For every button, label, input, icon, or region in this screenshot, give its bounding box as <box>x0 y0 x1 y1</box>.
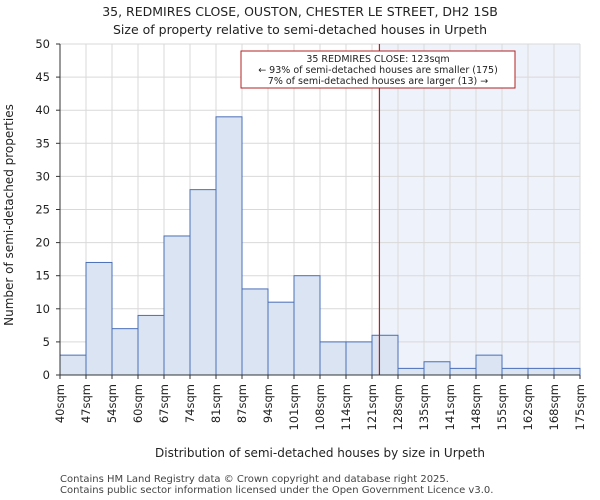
bar <box>345 341 373 376</box>
y-tick-label: 30 <box>35 169 50 183</box>
y-tick-label: 0 <box>43 368 50 382</box>
x-tick-label: 175sqm <box>573 384 587 430</box>
y-tick-label: 50 <box>35 37 50 51</box>
x-tick-label: 114sqm <box>339 384 353 430</box>
y-tick-label: 15 <box>35 269 50 283</box>
x-axis-label: Distribution of semi-detached houses by … <box>155 446 485 460</box>
bar <box>85 261 113 376</box>
x-tick-label: 168sqm <box>547 384 561 430</box>
y-axis-label: Number of semi-detached properties <box>2 104 16 326</box>
y-tick-label: 40 <box>35 103 50 117</box>
x-tick-label: 47sqm <box>79 384 93 423</box>
bar <box>527 367 555 376</box>
x-tick-label: 148sqm <box>469 384 483 430</box>
annotation-line-3: 7% of semi-detached houses are larger (1… <box>268 76 488 87</box>
annotation-border <box>240 50 516 89</box>
x-tick-label: 135sqm <box>417 384 431 430</box>
chart-title: 35, REDMIRES CLOSE, OUSTON, CHESTER LE S… <box>102 4 498 19</box>
bar <box>293 275 321 376</box>
y-tick-label: 35 <box>35 136 50 150</box>
x-tick-label: 60sqm <box>131 384 145 423</box>
y-tick-label: 10 <box>35 302 50 316</box>
footer-licence: Contains public sector information licen… <box>60 485 494 496</box>
y-tick-label: 45 <box>35 70 50 84</box>
x-tick-label: 67sqm <box>157 384 171 423</box>
bar <box>319 341 347 376</box>
x-tick-label: 162sqm <box>521 384 535 430</box>
bar <box>371 334 399 376</box>
bar <box>59 354 87 376</box>
footer-copyright: Contains HM Land Registry data © Crown c… <box>60 474 449 485</box>
x-tick-label: 155sqm <box>495 384 509 430</box>
bar <box>397 367 425 376</box>
x-tick-label: 108sqm <box>313 384 327 430</box>
x-tick-label: 121sqm <box>365 384 379 430</box>
bar <box>189 189 217 376</box>
bar <box>163 235 191 376</box>
bar <box>449 367 477 376</box>
y-tick-label: 25 <box>35 203 50 217</box>
x-tick-label: 54sqm <box>105 384 119 423</box>
x-tick-label: 94sqm <box>261 384 275 423</box>
annotation-line-1: 35 REDMIRES CLOSE: 123sqm <box>306 54 449 65</box>
plot-area: 0 5 10 15 20 25 30 35 40 45 50 40sqm 47sqm 54sqm 60sqm… <box>35 37 587 430</box>
bar <box>215 116 243 376</box>
x-tick-label: 101sqm <box>287 384 301 430</box>
x-tick-label: 87sqm <box>235 384 249 423</box>
chart-subtitle: Size of property relative to semi-detach… <box>113 22 487 37</box>
bar <box>137 314 165 376</box>
x-tick-label: 40sqm <box>53 384 67 423</box>
x-tick-label: 74sqm <box>183 384 197 423</box>
annotation-box: 35 REDMIRES CLOSE: 123sqm ← 93% of semi-… <box>240 50 516 89</box>
bar <box>501 367 529 376</box>
bar <box>267 301 295 376</box>
bar <box>111 328 139 376</box>
x-tick-label: 128sqm <box>391 384 405 430</box>
y-tick-label: 20 <box>35 236 50 250</box>
bar <box>241 288 269 376</box>
x-tick-label: 141sqm <box>443 384 457 430</box>
annotation-line-2: ← 93% of semi-detached houses are smalle… <box>258 65 498 76</box>
bar <box>423 361 451 376</box>
x-tick-label: 81sqm <box>209 384 223 423</box>
bar <box>475 354 503 376</box>
bar <box>553 367 581 376</box>
y-tick-label: 5 <box>43 335 50 349</box>
